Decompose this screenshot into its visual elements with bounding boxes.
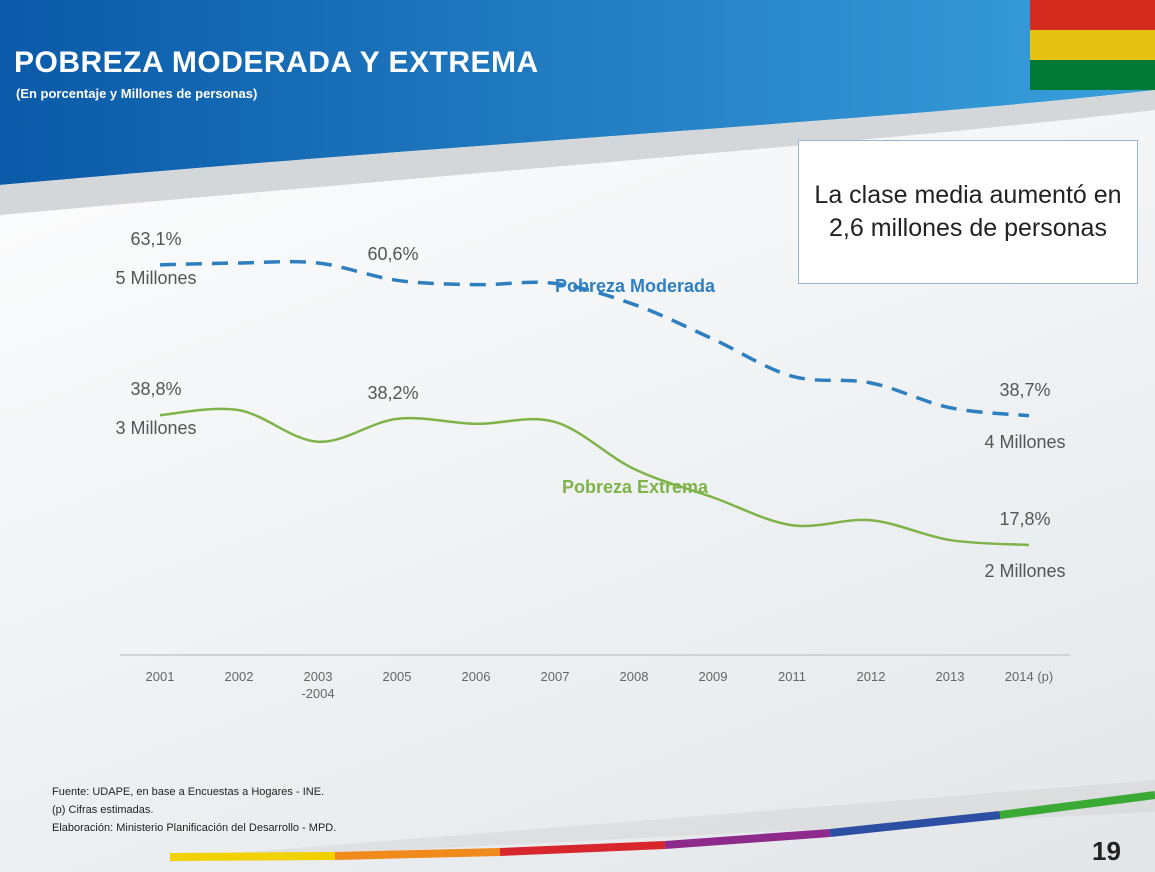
- footnote: Fuente: UDAPE, en base a Encuestas a Hog…: [52, 786, 325, 798]
- people-label: 4 Millones: [984, 431, 1066, 452]
- x-tick-label: 2012: [856, 669, 886, 684]
- header-swoosh: [0, 90, 1155, 215]
- x-tick-label: 2005: [382, 669, 412, 684]
- series-name: Pobreza Moderada: [554, 276, 716, 297]
- subtitle: (En porcentaje y Millones de personas): [16, 86, 258, 101]
- flag-green: [1030, 60, 1155, 90]
- series-line: [159, 259, 1030, 418]
- x-tick-label: 2014 (p): [1004, 669, 1054, 684]
- people-label: 3 Millones: [115, 418, 197, 439]
- flag-red: [1030, 0, 1155, 30]
- data-label: 38,7%: [999, 379, 1051, 400]
- x-tick-label: 2008: [619, 669, 649, 684]
- footer-swoosh: [170, 780, 1155, 862]
- x-tick-label: 2009: [698, 669, 728, 684]
- series-line: [159, 407, 1030, 547]
- people-label: 2 Millones: [984, 561, 1066, 581]
- data-label: 60,6%: [367, 244, 419, 265]
- data-label: 63,1%: [130, 228, 182, 249]
- x-tick-label: 2003 -2004: [301, 669, 335, 701]
- footnote: Elaboración: Ministerio Planificación de…: [52, 822, 337, 834]
- callout: La clase media aumentó en 2,6 millones d…: [798, 140, 1138, 284]
- series-name: Pobreza Extrema: [561, 476, 709, 497]
- plot: [159, 259, 1030, 547]
- page-number: 19: [1092, 836, 1121, 866]
- x-tick-label: 2002: [224, 669, 254, 684]
- data-label: 38,2%: [367, 382, 419, 403]
- people-label: 5 Millones: [115, 267, 197, 288]
- data-label: 38,8%: [130, 379, 182, 400]
- x-tick-label: 2006: [461, 669, 491, 684]
- x-tick-label: 2007: [540, 669, 570, 684]
- data-label: 17,8%: [999, 509, 1051, 529]
- footnote: (p) Cifras estimadas.: [52, 804, 154, 816]
- x-tick-label: 2011: [778, 669, 806, 684]
- header-band: [0, 0, 1155, 185]
- x-tick-label: 2013: [935, 669, 965, 684]
- rainbow-bar: [169, 791, 1155, 861]
- title: POBREZA MODERADA Y EXTREMA: [14, 46, 539, 79]
- x-tick-label: 2001: [145, 669, 175, 684]
